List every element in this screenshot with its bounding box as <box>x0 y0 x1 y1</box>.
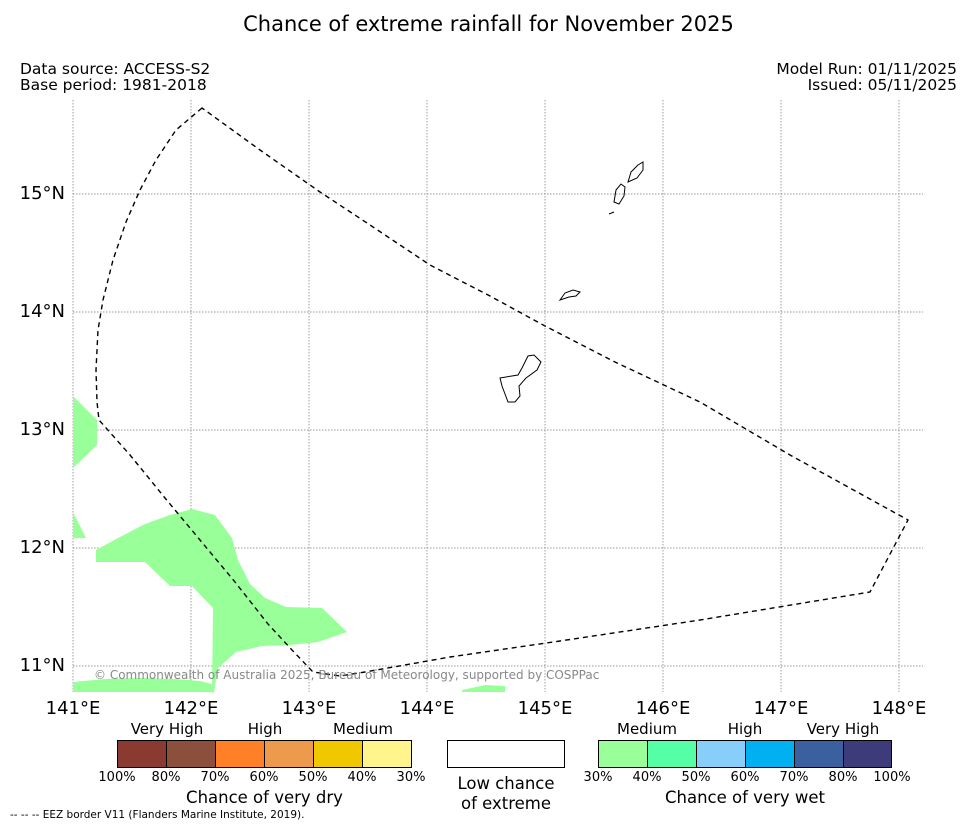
islands <box>499 161 644 403</box>
data-source: Data source: ACCESS-S2 <box>20 60 211 78</box>
wet-medium-region <box>73 396 505 693</box>
dry-tick-label: 30% <box>396 770 426 785</box>
dry-swatch <box>313 740 363 768</box>
lon-label: 142°E <box>163 698 219 719</box>
model-run: Model Run: 01/11/2025 <box>776 60 957 78</box>
wet-legend-title: Chance of very wet <box>665 788 825 807</box>
copyright-notice: © Commonwealth of Australia 2025, Bureau… <box>94 668 600 682</box>
lat-label: 11°N <box>19 655 65 676</box>
lon-label: 145°E <box>517 698 573 719</box>
dry-swatch <box>117 740 167 768</box>
dry-tick-label: 50% <box>298 770 328 785</box>
lon-label: 144°E <box>399 698 455 719</box>
wet-tick-label: 40% <box>632 770 662 785</box>
dry-category-label: Very High <box>130 720 204 738</box>
lon-label: 147°E <box>753 698 809 719</box>
wet-tick-label: 30% <box>583 770 613 785</box>
wet-swatch <box>598 740 648 768</box>
dry-swatch <box>264 740 314 768</box>
dry-tick-label: 80% <box>151 770 181 785</box>
wet-category-label: Medium <box>617 720 677 738</box>
wet-swatch <box>745 740 795 768</box>
eez-border <box>95 107 909 677</box>
lon-label: 143°E <box>281 698 337 719</box>
dry-legend-title: Chance of very dry <box>186 788 343 807</box>
island-guam <box>499 354 542 403</box>
graticule <box>72 100 923 692</box>
wet-swatch <box>696 740 746 768</box>
lon-label: 148°E <box>871 698 927 719</box>
wet-tick-label: 50% <box>681 770 711 785</box>
map-title: Chance of extreme rainfall for November … <box>243 12 734 36</box>
dry-tick-label: 60% <box>249 770 279 785</box>
wet-swatch <box>794 740 844 768</box>
neutral-swatch <box>447 740 565 768</box>
dry-swatch <box>215 740 265 768</box>
wet-tick-label: 100% <box>873 770 911 785</box>
lat-label: 14°N <box>19 301 65 322</box>
lat-label: 12°N <box>19 537 65 558</box>
wet-swatch <box>647 740 697 768</box>
island-rota <box>558 289 581 301</box>
neutral-legend-title-line2: of extreme <box>460 794 552 813</box>
lat-label: 15°N <box>19 183 65 204</box>
issued-date: Issued: 05/11/2025 <box>807 76 957 94</box>
island-aguijan <box>608 211 615 215</box>
dry-category-label: Medium <box>333 720 393 738</box>
wet-tick-label: 80% <box>828 770 858 785</box>
wet-category-label: High <box>727 720 763 738</box>
dry-tick-label: 100% <box>98 770 136 785</box>
wet-swatch <box>843 740 892 768</box>
dry-swatch <box>362 740 412 768</box>
run-info: Model Run: 01/11/2025 Issued: 05/11/2025 <box>776 61 957 93</box>
neutral-legend-title-line1: Low chance <box>457 774 555 793</box>
wet-tick-label: 70% <box>779 770 809 785</box>
data-info: Data source: ACCESS-S2 Base period: 1981… <box>20 61 210 93</box>
lon-label: 141°E <box>45 698 101 719</box>
eez-border-note: -- -- -- EEZ border V11 (Flanders Marine… <box>10 809 305 821</box>
dry-swatch <box>166 740 216 768</box>
lat-label: 13°N <box>19 419 65 440</box>
base-period: Base period: 1981-2018 <box>20 76 207 94</box>
wet-tick-label: 60% <box>730 770 760 785</box>
wet-category-label: Very High <box>806 720 880 738</box>
island-saipan <box>627 161 644 183</box>
dry-tick-label: 40% <box>347 770 377 785</box>
lon-label: 146°E <box>635 698 691 719</box>
dry-tick-label: 70% <box>200 770 230 785</box>
island-tinian <box>613 183 626 205</box>
dry-category-label: High <box>247 720 283 738</box>
